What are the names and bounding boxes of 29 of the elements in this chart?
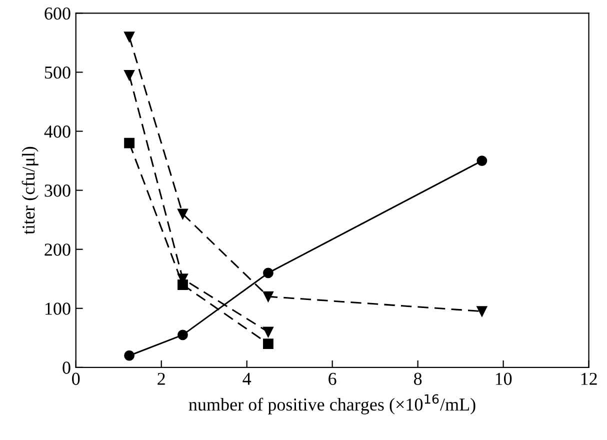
y-axis-title: titer (cfu/μl) xyxy=(22,146,38,234)
point xyxy=(178,330,188,340)
x-tick-label: 10 xyxy=(496,372,512,385)
y-tick-label: 100 xyxy=(46,302,70,315)
point xyxy=(476,306,488,317)
point xyxy=(124,70,135,80)
y-tick-label: 600 xyxy=(44,7,70,20)
y-tick-label: 400 xyxy=(44,126,70,138)
y-tick-label: 200 xyxy=(44,244,70,256)
point xyxy=(263,268,274,278)
point xyxy=(476,156,488,166)
point xyxy=(263,326,274,338)
x-tick-label: 2 xyxy=(158,372,165,385)
point xyxy=(178,280,188,290)
x-tick-label: 8 xyxy=(414,372,422,385)
x-tick-label: 0 xyxy=(72,372,80,385)
point xyxy=(124,138,135,148)
point xyxy=(263,291,274,302)
x-axis-title: number of positive charges (×10$^{16}$/mL) xyxy=(188,394,476,414)
y-tick-label: 300 xyxy=(44,184,70,197)
x-tick-label: 6 xyxy=(328,372,336,385)
point xyxy=(124,32,135,42)
x-tick-label: 4 xyxy=(242,372,252,385)
point xyxy=(124,350,135,361)
point xyxy=(178,208,188,220)
y-tick-label: 500 xyxy=(44,66,70,79)
x-tick-label: 12 xyxy=(581,372,597,385)
y-tick-label: 0 xyxy=(62,362,70,374)
point xyxy=(263,338,274,349)
